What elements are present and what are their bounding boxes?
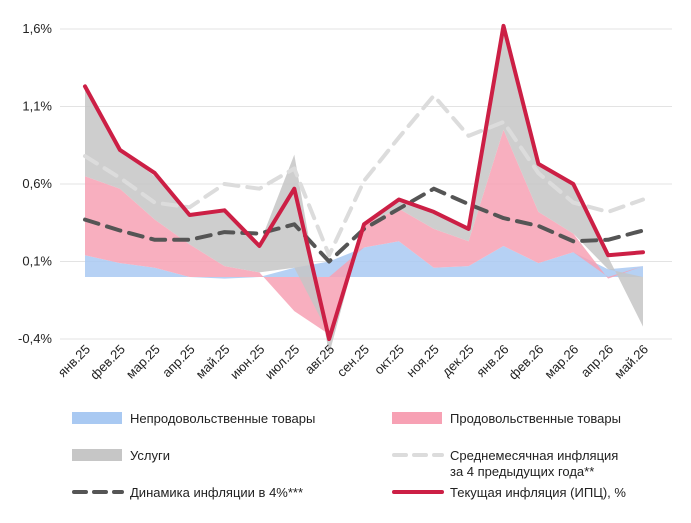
y-tick-label: -0,4% bbox=[18, 331, 52, 346]
legend-swatch bbox=[392, 412, 442, 424]
y-tick-label: 0,1% bbox=[22, 254, 52, 269]
x-tick-label: май.26 bbox=[611, 342, 651, 382]
x-tick-label: фев.25 bbox=[87, 342, 128, 383]
x-tick-label: июл.25 bbox=[262, 342, 303, 383]
legend-item: Услуги bbox=[72, 448, 170, 463]
legend-item: Непродовольственные товары bbox=[72, 411, 315, 426]
x-tick-label: авг.25 bbox=[302, 342, 338, 378]
x-tick-label: янв.25 bbox=[55, 342, 93, 380]
legend-label: Услуги bbox=[130, 448, 170, 463]
area-series bbox=[85, 241, 643, 279]
legend-item: Текущая инфляция (ИПЦ), % bbox=[392, 485, 626, 500]
x-tick-label: июн.25 bbox=[227, 342, 267, 382]
area-series bbox=[85, 129, 643, 335]
line-series bbox=[83, 93, 645, 258]
legend-swatch bbox=[72, 412, 122, 424]
x-tick-label: окт.25 bbox=[371, 342, 407, 378]
y-tick-label: 1,1% bbox=[22, 99, 52, 114]
x-tick-label: мар.25 bbox=[123, 342, 163, 382]
area-series bbox=[85, 29, 643, 355]
x-tick-label: дек.25 bbox=[439, 342, 477, 380]
x-tick-label: апр.26 bbox=[578, 342, 617, 381]
legend-label: Динамика инфляции в 4%*** bbox=[130, 485, 303, 500]
stacked-areas bbox=[85, 29, 643, 355]
x-tick-label: май.25 bbox=[193, 342, 233, 382]
legend-swatch bbox=[72, 449, 122, 461]
legend-item: Продовольственные товары bbox=[392, 411, 621, 426]
x-tick-label: ноя.25 bbox=[403, 342, 442, 381]
legend: Непродовольственные товары Продовольствен… bbox=[72, 411, 626, 500]
x-tick-label: сен.25 bbox=[334, 342, 372, 380]
x-tick-label: апр.25 bbox=[159, 342, 198, 381]
y-axis-ticks: -0,4% 0,1% 0,6% 1,1% 1,6% bbox=[18, 21, 52, 346]
y-tick-label: 0,6% bbox=[22, 176, 52, 191]
x-tick-label: фев.26 bbox=[506, 342, 547, 383]
x-axis-ticks: янв.25фев.25мар.25апр.25май.25июн.25июл.… bbox=[55, 342, 651, 383]
legend-label: Текущая инфляция (ИПЦ), % bbox=[450, 485, 626, 500]
legend-label: Среднемесячная инфляция bbox=[450, 448, 618, 463]
line-series bbox=[83, 23, 645, 341]
legend-item: Динамика инфляции в 4%*** bbox=[72, 485, 303, 500]
legend-label: Продовольственные товары bbox=[450, 411, 621, 426]
x-tick-label: янв.26 bbox=[473, 342, 511, 380]
x-tick-label: мар.26 bbox=[541, 342, 581, 382]
line-series bbox=[83, 23, 645, 341]
legend-label: за 4 предыдущих года** bbox=[450, 464, 594, 479]
legend-label: Непродовольственные товары bbox=[130, 411, 315, 426]
y-tick-label: 1,6% bbox=[22, 21, 52, 36]
